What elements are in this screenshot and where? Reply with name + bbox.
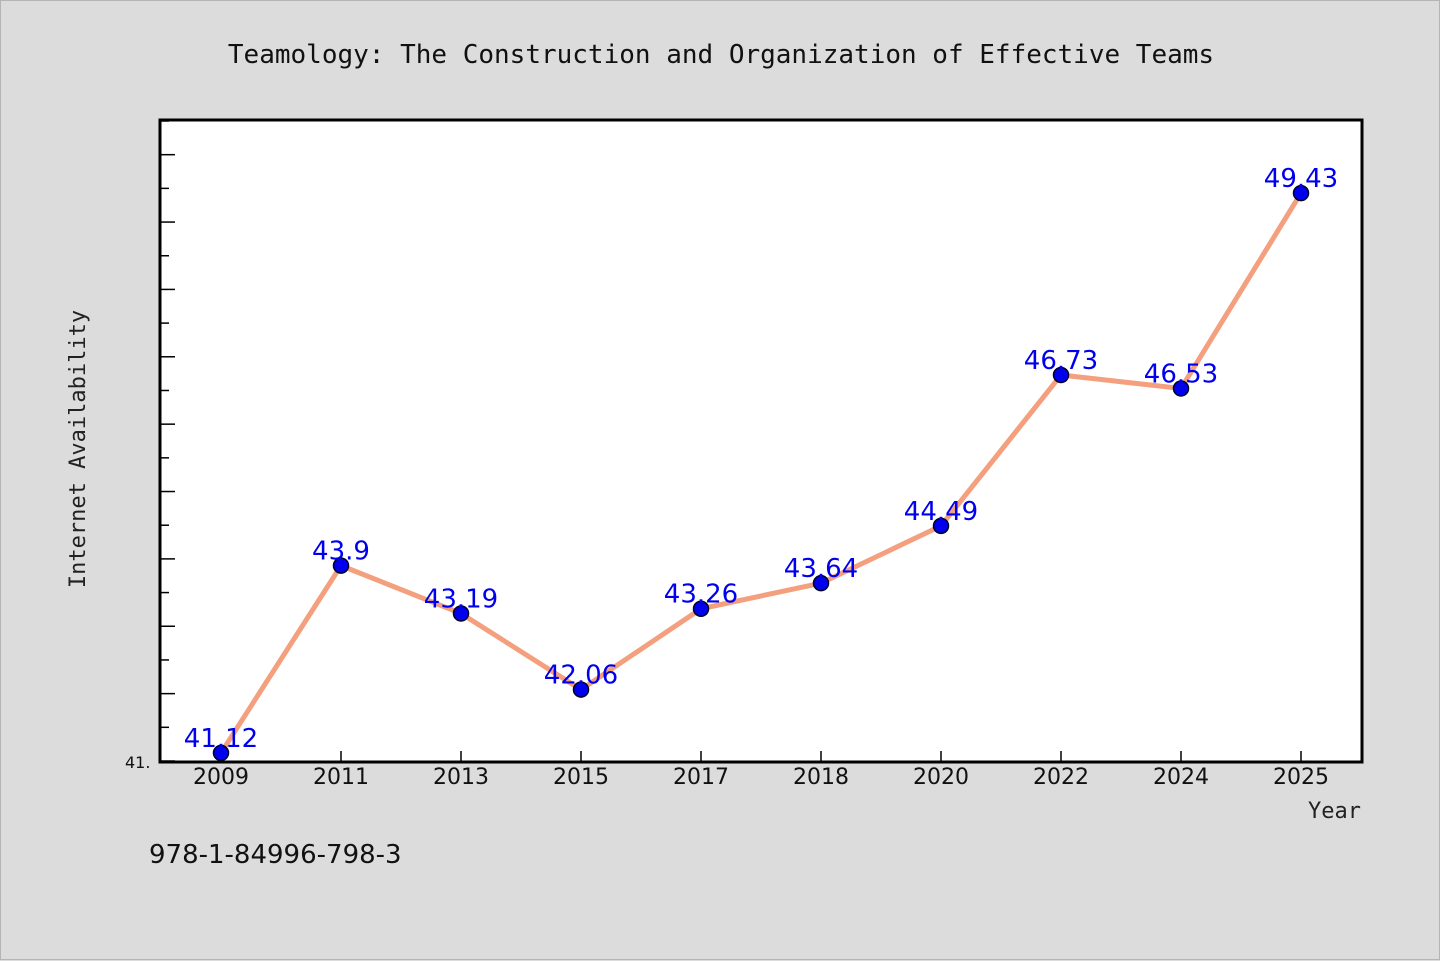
chart-title: Teamology: The Construction and Organiza… — [228, 40, 1214, 70]
data-point — [572, 681, 590, 698]
isbn-text: 978-1-84996-798-3 — [149, 840, 402, 870]
data-label: 46.53 — [1144, 359, 1218, 389]
data-point — [812, 574, 830, 592]
data-point — [212, 744, 230, 762]
x-tick-label: 2018 — [793, 765, 849, 790]
data-point — [692, 600, 710, 617]
x-tick-label: 2009 — [193, 765, 249, 790]
x-tick-label: 2011 — [313, 765, 369, 790]
data-point — [332, 557, 350, 574]
x-tick-label: 2022 — [1033, 765, 1089, 790]
x-tick-label: 2013 — [433, 765, 489, 790]
data-label: 49.43 — [1264, 164, 1338, 194]
data-label: 41.12 — [184, 724, 258, 754]
x-axis-ticks: 2009 2011 2013 2015 2017 2018 2020 2022 2024 2025 — [193, 751, 1329, 790]
x-axis-label: Year — [1308, 799, 1361, 824]
x-tick-label: 2017 — [673, 765, 729, 790]
data-label: 42.06 — [544, 661, 618, 691]
data-point — [452, 605, 470, 622]
data-point — [932, 517, 950, 535]
data-label: 46.73 — [1024, 346, 1098, 376]
x-tick-label: 2020 — [913, 765, 969, 790]
plot-area — [158, 118, 1364, 764]
y-axis-ticks — [161, 120, 175, 762]
data-point — [1052, 366, 1070, 384]
data-point — [1172, 380, 1190, 397]
data-label: 44.49 — [904, 497, 978, 527]
data-label: 43.19 — [424, 584, 498, 614]
x-tick-label: 2015 — [553, 765, 609, 790]
y-tick-label: 41. — [125, 753, 150, 772]
data-point — [1292, 184, 1310, 202]
y-axis-label: Internet Availability — [66, 310, 91, 588]
series-layer: 41.12 43.9 43.19 42.06 43.26 43.64 44.49 46.73 4… — [184, 164, 1338, 762]
data-label: 43.64 — [784, 554, 858, 584]
x-tick-label: 2024 — [1153, 765, 1209, 790]
data-label: 43.9 — [312, 537, 370, 567]
x-tick-label: 2025 — [1273, 765, 1329, 790]
series-line — [218, 190, 1304, 756]
data-label: 43.26 — [664, 580, 738, 610]
